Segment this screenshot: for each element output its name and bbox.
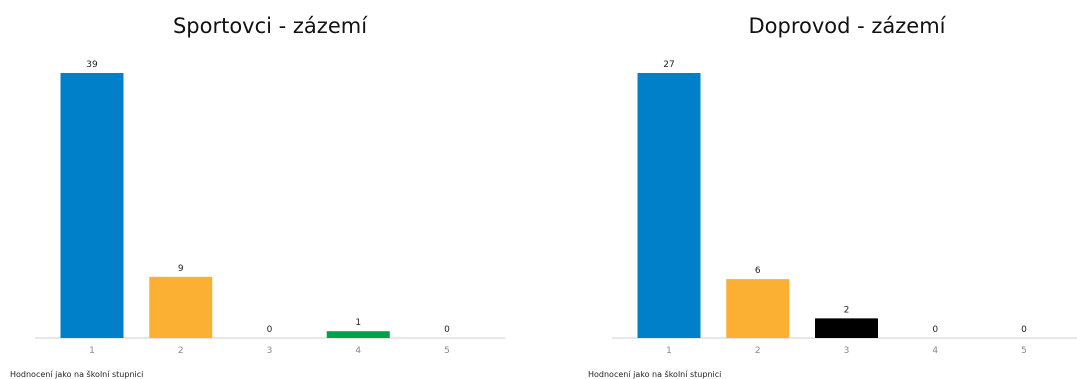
x-tick-label-4: 4 bbox=[355, 346, 361, 356]
data-label-1: 27 bbox=[663, 60, 674, 70]
bars-group: 27 1 6 2 2 3 0 4 0 5 bbox=[637, 60, 1027, 356]
chart-title: Sportovci - zázemí bbox=[173, 14, 368, 38]
data-label-1: 39 bbox=[86, 60, 98, 70]
data-label-4: 0 bbox=[932, 325, 938, 335]
chart-footnote: Hodnocení jako na školní stupnici bbox=[10, 369, 143, 379]
bars-group: 39 1 9 2 0 3 1 4 0 5 bbox=[60, 60, 450, 356]
bar-1 bbox=[637, 73, 701, 338]
x-tick-label-2: 2 bbox=[755, 346, 761, 356]
x-tick-label-3: 3 bbox=[267, 346, 273, 356]
data-label-4: 1 bbox=[355, 318, 361, 328]
x-tick-label-4: 4 bbox=[932, 346, 938, 356]
data-label-2: 6 bbox=[755, 266, 761, 276]
bar-1 bbox=[60, 73, 124, 338]
x-tick-label-2: 2 bbox=[178, 346, 184, 356]
data-label-3: 0 bbox=[267, 325, 273, 335]
data-label-5: 0 bbox=[1021, 325, 1027, 335]
chart-footnote: Hodnocení jako na školní stupnici bbox=[588, 369, 721, 379]
x-tick-label-5: 5 bbox=[1021, 346, 1027, 356]
data-label-5: 0 bbox=[444, 325, 450, 335]
bar-chart-doprovod: Doprovod - zázemí 27 1 6 2 2 3 0 4 0 5 Hodnocení … bbox=[588, 14, 1077, 379]
x-tick-label-3: 3 bbox=[844, 346, 850, 356]
x-tick-label-5: 5 bbox=[444, 346, 450, 356]
bar-2 bbox=[726, 279, 790, 338]
data-label-3: 2 bbox=[844, 305, 850, 315]
chart-panel-sportovci: Sportovci - zázemí 39 1 9 2 0 3 1 4 0 5 Hodnocení… bbox=[0, 0, 538, 379]
data-label-2: 9 bbox=[178, 264, 184, 274]
bar-4 bbox=[326, 331, 390, 338]
bar-chart-sportovci: Sportovci - zázemí 39 1 9 2 0 3 1 4 0 5 Hodnocení… bbox=[10, 14, 505, 379]
bar-2 bbox=[149, 276, 213, 338]
chart-panel-doprovod: Doprovod - zázemí 27 1 6 2 2 3 0 4 0 5 Hodnocení … bbox=[577, 0, 1077, 379]
x-tick-label-1: 1 bbox=[666, 346, 672, 356]
x-tick-label-1: 1 bbox=[89, 346, 95, 356]
chart-title: Doprovod - zázemí bbox=[748, 14, 946, 38]
bar-3 bbox=[815, 318, 878, 338]
